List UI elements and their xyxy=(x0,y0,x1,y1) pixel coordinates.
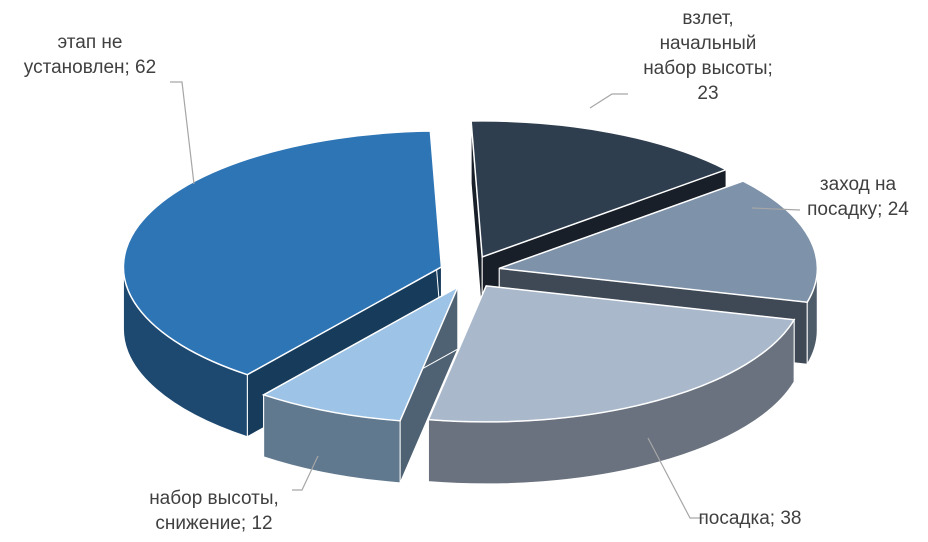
slice-label-1: заход на посадку; 24 xyxy=(807,174,909,220)
slice-label-4: этап не установлен; 62 xyxy=(24,32,156,78)
pie-slices xyxy=(122,120,818,485)
pie-slice-2 xyxy=(427,285,796,485)
leader-line-2 xyxy=(647,437,704,519)
leader-line-4 xyxy=(170,81,195,185)
slice-label-2: посадка; 38 xyxy=(699,508,802,529)
leader-line-0 xyxy=(589,93,628,109)
leader-line-1 xyxy=(751,207,801,211)
pie-slice-3 xyxy=(261,285,460,484)
slice-label-3: набор высоты, снижение; 12 xyxy=(149,488,279,534)
slice-label-0: взлет, начальный набор высоты; 23 xyxy=(643,8,773,104)
leader-lines xyxy=(170,81,801,519)
leader-line-3 xyxy=(292,455,319,491)
slice-labels: взлет, начальный набор высоты; 23 заход на по… xyxy=(24,8,909,534)
